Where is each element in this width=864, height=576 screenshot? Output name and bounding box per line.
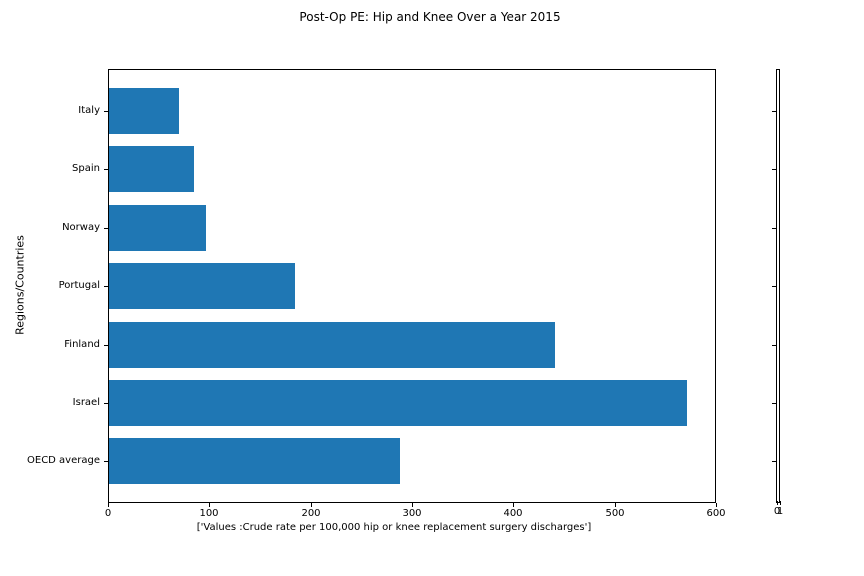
secondary-x-tick-mark xyxy=(777,501,778,505)
y-tick-mark xyxy=(104,403,108,404)
secondary-x-tick-label-0: 0 xyxy=(773,506,781,517)
y-tick-label-norway: Norway xyxy=(62,222,100,233)
x-tick-label-0: 0 xyxy=(104,508,112,519)
secondary-y-tick-mark xyxy=(772,286,776,287)
x-tick-mark xyxy=(412,503,413,507)
y-tick-mark xyxy=(104,286,108,287)
bar-norway xyxy=(109,205,206,251)
x-tick-label-100: 100 xyxy=(199,508,219,519)
y-tick-label-spain: Spain xyxy=(72,163,100,174)
secondary-x-tick-label-1: 1 xyxy=(776,506,784,517)
bar-spain xyxy=(109,146,194,192)
y-tick-mark xyxy=(104,345,108,346)
x-tick-mark xyxy=(209,503,210,507)
y-tick-mark xyxy=(104,169,108,170)
chart-title: Post-Op PE: Hip and Knee Over a Year 201… xyxy=(299,10,561,24)
x-tick-label-600: 600 xyxy=(706,508,726,519)
bar-portugal xyxy=(109,263,295,309)
x-tick-mark xyxy=(311,503,312,507)
x-tick-mark xyxy=(108,503,109,507)
y-tick-mark xyxy=(104,111,108,112)
bar-finland xyxy=(109,322,555,368)
x-tick-label-300: 300 xyxy=(402,508,422,519)
x-tick-mark xyxy=(716,503,717,507)
x-axis-label: ['Values :Crude rate per 100,000 hip or … xyxy=(196,522,592,533)
y-tick-label-italy: Italy xyxy=(78,105,100,116)
secondary-y-tick-mark xyxy=(772,228,776,229)
x-tick-label-500: 500 xyxy=(605,508,625,519)
y-tick-mark xyxy=(104,461,108,462)
secondary-y-tick-mark xyxy=(772,111,776,112)
secondary-y-tick-mark xyxy=(772,169,776,170)
y-tick-label-finland: Finland xyxy=(64,339,100,350)
secondary-y-tick-mark xyxy=(772,345,776,346)
bar-italy xyxy=(109,88,179,134)
x-tick-label-200: 200 xyxy=(301,508,321,519)
bar-israel xyxy=(109,380,687,426)
x-tick-label-400: 400 xyxy=(503,508,523,519)
y-tick-label-israel: Israel xyxy=(72,397,100,408)
y-tick-label-portugal: Portugal xyxy=(58,280,100,291)
x-tick-mark xyxy=(513,503,514,507)
secondary-y-tick-mark xyxy=(772,403,776,404)
secondary-plot-area xyxy=(776,69,780,503)
x-tick-mark xyxy=(615,503,616,507)
y-tick-mark xyxy=(104,228,108,229)
secondary-y-tick-mark xyxy=(772,461,776,462)
y-tick-label-oecd-average: OECD average xyxy=(27,455,100,466)
bar-oecd-average xyxy=(109,438,400,484)
secondary-x-tick-mark xyxy=(780,501,781,505)
